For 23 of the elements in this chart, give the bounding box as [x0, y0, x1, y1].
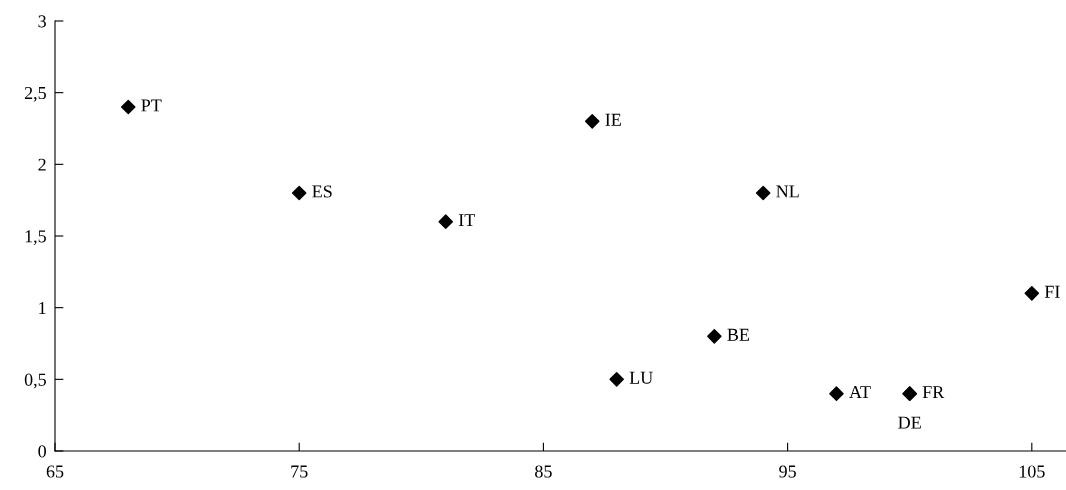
y-tick-label: 1,5 [25, 230, 46, 246]
y-tick-label: 2 [38, 158, 46, 171]
annotation: ES [312, 185, 332, 198]
annotation: DE [898, 416, 921, 429]
annotation: IT [458, 214, 475, 227]
y-tick-label: 3 [38, 15, 46, 28]
x-tick-label: 75 [291, 465, 308, 478]
annotation: NL [776, 185, 799, 198]
y-tick-label: 1 [39, 302, 46, 314]
annotation: FR [922, 386, 945, 399]
annotation: AT [849, 386, 871, 399]
annotation: IE [605, 113, 621, 126]
x-tick-label: 95 [779, 465, 796, 478]
annotation: FI [1044, 285, 1060, 298]
x-tick-label: 85 [535, 465, 552, 478]
x-tick-label: 65 [46, 465, 64, 478]
annotation: PT [141, 99, 162, 112]
annotation: BE [727, 328, 750, 341]
annotation: LU [629, 371, 653, 384]
y-tick-label: 0 [38, 445, 46, 458]
x-tick-label: 105 [1019, 465, 1045, 478]
y-tick-label: 0,5 [24, 373, 46, 389]
y-tick-label: 2,5 [24, 86, 46, 102]
